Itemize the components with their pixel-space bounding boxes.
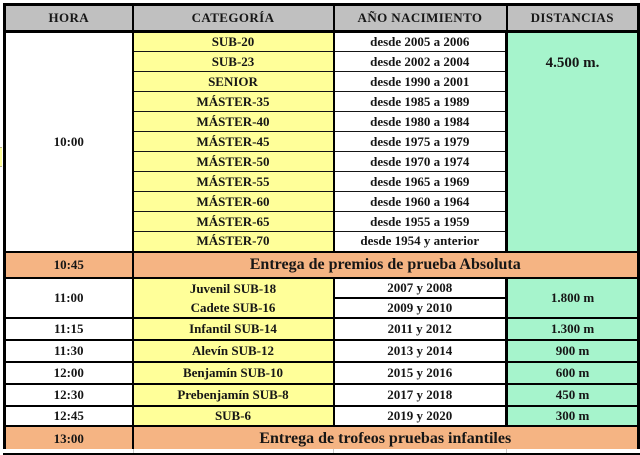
birth-years-cell: desde 1990 a 2001 (333, 71, 508, 92)
hora-cell: 12:45 (4, 404, 134, 427)
birth-years-cell: desde 1954 y anterior (333, 231, 508, 252)
category-cell: SENIOR (132, 71, 335, 92)
category-cell: Juvenil SUB-18 Cadete SUB-16 (132, 276, 335, 319)
distance-cell: 450 m (506, 382, 639, 407)
category-cell: MÁSTER-55 (132, 171, 335, 192)
birth-years-cell: 2015 y 2016 (333, 360, 508, 385)
distance-cell: 900 m (506, 338, 639, 363)
category-cell: Alevín SUB-12 (132, 338, 335, 363)
category-cell: Benjamín SUB-10 (132, 360, 335, 385)
birth-years-cell: desde 1955 a 1959 (333, 211, 508, 232)
category-line-2: Cadete SUB-16 (190, 299, 276, 315)
birth-years-cell: desde 1965 a 1969 (333, 171, 508, 192)
left-edge-cell-artifact (0, 147, 2, 167)
table-row: 12:45 SUB-6 2019 y 2020 300 m (4, 404, 639, 427)
birth-years-cell: desde 1985 a 1989 (333, 91, 508, 112)
distance-cell: 1.300 m (506, 316, 639, 341)
distance-cell: 4.500 m. (506, 31, 639, 252)
awards-label: Entrega de premios de prueba Absoluta (132, 250, 639, 279)
category-cell: MÁSTER-60 (132, 191, 335, 212)
table-row: 2009 y 2010 (5, 297, 639, 319)
distance-value: 4.500 m. (545, 55, 600, 71)
category-cell: SUB-6 (132, 404, 335, 427)
distance-cell: 1.800 m (506, 276, 639, 319)
birth-years-cell: desde 1980 a 1984 (333, 111, 508, 132)
table-row: MÁSTER-35 desde 1985 a 1989 (5, 91, 639, 112)
table-row: SUB-23 desde 2002 a 2004 (5, 51, 639, 72)
table-row: MÁSTER-55 desde 1965 a 1969 (5, 171, 639, 192)
table-row: 11:00 Juvenil SUB-18 Cadete SUB-16 2007 … (4, 276, 639, 319)
category-cell: MÁSTER-70 (132, 231, 335, 252)
category-cell: SUB-23 (132, 51, 335, 72)
birth-years-cell: 2013 y 2014 (333, 338, 508, 363)
birth-years-cell: 2009 y 2010 (333, 297, 508, 319)
hora-cell: 12:00 (4, 360, 134, 385)
gridline-artifact (333, 449, 334, 453)
birth-years-cell: desde 2005 a 2006 (333, 31, 508, 52)
table-row: 12:00 Benjamín SUB-10 2015 y 2016 600 m (4, 360, 639, 385)
table-row: MÁSTER-65 desde 1955 a 1959 (5, 211, 639, 232)
category-line-1: Juvenil SUB-18 (189, 280, 277, 296)
column-header-hora: HORA (3, 3, 134, 33)
header-row: HORA CATEGORÍA AÑO NACIMIENTO DISTANCIAS (3, 3, 640, 33)
awards-row-absoluta: 10:45 Entrega de premios de prueba Absol… (4, 250, 639, 279)
hora-cell: 11:15 (4, 316, 134, 341)
category-cell: SUB-20 (132, 31, 335, 52)
table-row: 11:15 Infantil SUB-14 2011 y 2012 1.300 … (4, 316, 639, 341)
category-cell: Prebenjamín SUB-8 (132, 382, 335, 407)
table-row: MÁSTER-45 desde 1975 a 1979 (5, 131, 639, 152)
birth-years-cell: 2019 y 2020 (333, 404, 508, 427)
category-cell: MÁSTER-35 (132, 91, 335, 112)
category-cell: MÁSTER-65 (132, 211, 335, 232)
category-cell: Infantil SUB-14 (132, 316, 335, 341)
birth-years-cell: 2007 y 2008 (333, 276, 508, 299)
birth-years-cell: desde 2002 a 2004 (333, 51, 508, 72)
column-header-categoria: CATEGORÍA (131, 3, 335, 33)
table-row: 12:30 Prebenjamín SUB-8 2017 y 2018 450 … (4, 382, 639, 407)
birth-years-cell: desde 1970 a 1974 (333, 151, 508, 172)
column-header-distancias: DISTANCIAS (505, 3, 640, 33)
category-cell: MÁSTER-40 (132, 111, 335, 132)
race-schedule-table: HORA CATEGORÍA AÑO NACIMIENTO DISTANCIAS… (3, 3, 640, 455)
birth-years-cell: 2011 y 2012 (333, 316, 508, 341)
hora-cell: 11:30 (4, 338, 134, 363)
distance-cell: 300 m (506, 404, 639, 427)
page-margin-bottom (0, 449, 640, 453)
gridline-artifact (506, 449, 507, 453)
category-cell: MÁSTER-45 (132, 131, 335, 152)
table-row: 11:30 Alevín SUB-12 2013 y 2014 900 m (4, 338, 639, 363)
hora-cell: 12:30 (4, 382, 134, 407)
birth-years-cell: desde 1975 a 1979 (333, 131, 508, 152)
hora-cell: 13:00 (4, 424, 134, 455)
gridline-artifact (133, 449, 134, 453)
table-row: MÁSTER-70 desde 1954 y anterior (5, 231, 639, 252)
table-row: MÁSTER-40 desde 1980 a 1984 (5, 111, 639, 132)
table-row: MÁSTER-50 desde 1970 a 1974 (5, 151, 639, 172)
distance-cell: 600 m (506, 360, 639, 385)
table-row: 10:00 SUB-20 desde 2005 a 2006 4.500 m. (4, 31, 639, 252)
birth-years-cell: desde 1960 a 1964 (333, 191, 508, 212)
hora-cell: 11:00 (4, 276, 134, 319)
page-margin-left (0, 0, 3, 453)
column-header-ano-nacimiento: AÑO NACIMIENTO (332, 3, 508, 33)
hora-cell: 10:45 (4, 250, 134, 279)
birth-years-cell: 2017 y 2018 (333, 382, 508, 407)
category-cell: MÁSTER-50 (132, 151, 335, 172)
table-row: MÁSTER-60 desde 1960 a 1964 (5, 191, 639, 212)
hora-cell: 10:00 (4, 31, 134, 252)
